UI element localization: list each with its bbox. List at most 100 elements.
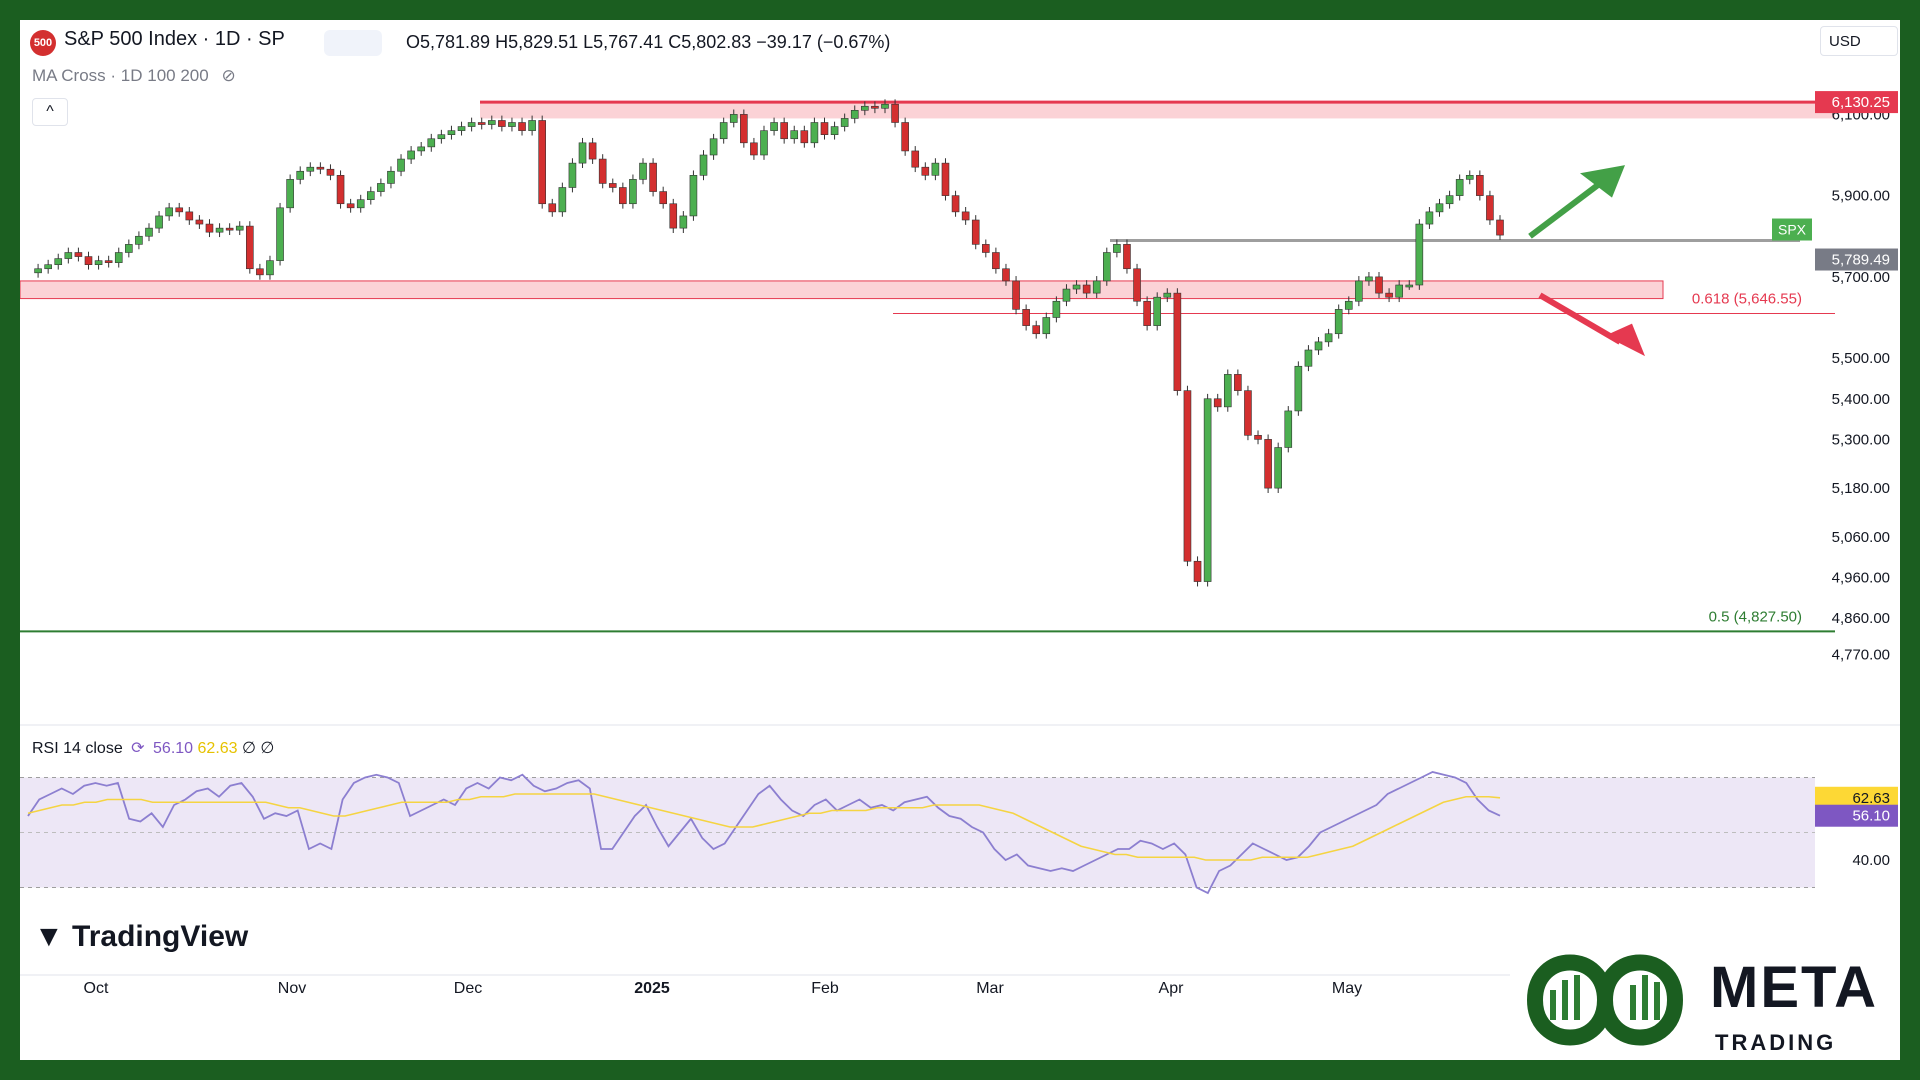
tradingview-mark-icon: ▼ xyxy=(34,920,64,953)
month-label: 2025 xyxy=(634,980,670,997)
candle xyxy=(246,225,254,270)
candle xyxy=(1314,341,1323,351)
month-label: Apr xyxy=(1159,980,1185,997)
candle xyxy=(1425,211,1434,225)
candle xyxy=(155,215,163,229)
month-label: Feb xyxy=(811,980,839,997)
candle xyxy=(679,215,688,229)
candle xyxy=(135,235,143,245)
price-tick-label: 4,960.00 xyxy=(1832,570,1890,587)
candle xyxy=(951,195,960,213)
candle xyxy=(437,134,446,140)
candle xyxy=(568,162,577,188)
candle xyxy=(931,162,940,176)
candle xyxy=(1203,398,1212,582)
meta-trading-club-logo: META TRADING CLUB xyxy=(1510,930,1900,1060)
candle xyxy=(1062,288,1071,302)
candle xyxy=(356,199,365,209)
candle xyxy=(447,130,456,135)
candle xyxy=(1143,300,1151,326)
candle xyxy=(427,138,436,148)
chart-canvas[interactable]: 0.618 (5,646.55)0.5 (4,827.50)6,100.005,… xyxy=(20,20,1900,1060)
tradingview-wordmark: TradingView xyxy=(72,920,249,953)
candle xyxy=(588,142,597,160)
candle xyxy=(215,227,224,233)
green-arrow-shaft xyxy=(1528,181,1602,239)
price-tick-label: 5,500.00 xyxy=(1832,350,1890,367)
candle xyxy=(125,244,133,253)
rsi-ma-tag xyxy=(1815,786,1898,809)
spx-tag-text: SPX xyxy=(1778,222,1807,238)
candle xyxy=(195,219,204,225)
candle xyxy=(780,122,788,140)
candle xyxy=(387,170,395,184)
price-tick-label: 4,860.00 xyxy=(1832,610,1890,627)
candle xyxy=(1435,203,1444,213)
candle xyxy=(256,268,264,276)
candle xyxy=(538,120,546,205)
last-price-tag xyxy=(1815,248,1898,271)
candle xyxy=(1173,292,1182,391)
candle xyxy=(397,158,405,172)
resistance-zone xyxy=(480,102,1835,119)
eye-off-icon[interactable]: ⊘ xyxy=(221,66,236,85)
candle xyxy=(820,122,829,135)
candle xyxy=(941,162,950,196)
candle xyxy=(639,162,647,180)
candle xyxy=(306,166,315,172)
candle xyxy=(1324,333,1333,343)
candle xyxy=(1294,365,1303,412)
month-label: Oct xyxy=(84,980,109,997)
candle xyxy=(377,183,385,192)
candle xyxy=(185,211,194,221)
candle xyxy=(1334,309,1343,335)
candle xyxy=(1123,244,1131,270)
candle xyxy=(1052,300,1061,318)
candle xyxy=(891,103,899,123)
candle xyxy=(1032,325,1041,335)
currency-select[interactable]: USD xyxy=(1820,26,1898,56)
indicator-label[interactable]: MA Cross · 1D 100 200 ⊘ xyxy=(32,66,236,86)
candle xyxy=(94,260,103,265)
candle xyxy=(1365,276,1373,282)
candle xyxy=(336,175,345,205)
candle xyxy=(1375,276,1383,294)
ma-cross-label: MA Cross · 1D 100 200 xyxy=(32,66,209,85)
candle xyxy=(709,138,718,156)
chevron-up-icon[interactable]: ^ xyxy=(32,98,68,126)
red-arrow-shaft xyxy=(1538,292,1622,345)
rsi-ma-value: 62.63 xyxy=(197,740,238,757)
candle xyxy=(104,260,113,263)
candle xyxy=(740,114,748,144)
fib-618-label: 0.618 (5,646.55) xyxy=(1692,291,1802,308)
flag-toggle[interactable] xyxy=(324,30,382,56)
candle xyxy=(34,268,42,274)
candle xyxy=(1476,175,1484,196)
candle xyxy=(1465,175,1474,180)
chart-frame: 0.618 (5,646.55) 0.5 (4,827.50) 6,100.00 5,… xyxy=(20,20,1900,1060)
month-label: Mar xyxy=(976,980,1004,997)
rsi-legend[interactable]: RSI 14 close ⟳ 56.10 62.63 ∅ ∅ xyxy=(32,738,274,758)
candle xyxy=(1133,268,1141,302)
candle xyxy=(992,252,1000,270)
candle xyxy=(1042,317,1051,335)
tradingview-logo: ▼ TradingView xyxy=(34,920,248,954)
candle xyxy=(881,103,889,109)
candle xyxy=(982,244,990,253)
candle xyxy=(1244,390,1252,436)
refresh-icon[interactable]: ⟳ xyxy=(131,740,145,757)
candle xyxy=(1183,390,1192,562)
rsi-value-tag-text: 56.10 xyxy=(1852,808,1890,825)
candle xyxy=(346,203,355,209)
candle xyxy=(1193,560,1202,582)
chart-title[interactable]: S&P 500 Index · 1D · SP xyxy=(64,28,285,50)
candle xyxy=(629,179,637,205)
candle xyxy=(326,168,335,176)
candle xyxy=(1445,195,1454,205)
price-tick-label: 5,060.00 xyxy=(1832,529,1890,546)
candle xyxy=(1344,300,1353,310)
candle xyxy=(558,187,567,213)
candle xyxy=(205,223,214,233)
candle xyxy=(235,225,244,231)
candle xyxy=(1385,292,1393,298)
